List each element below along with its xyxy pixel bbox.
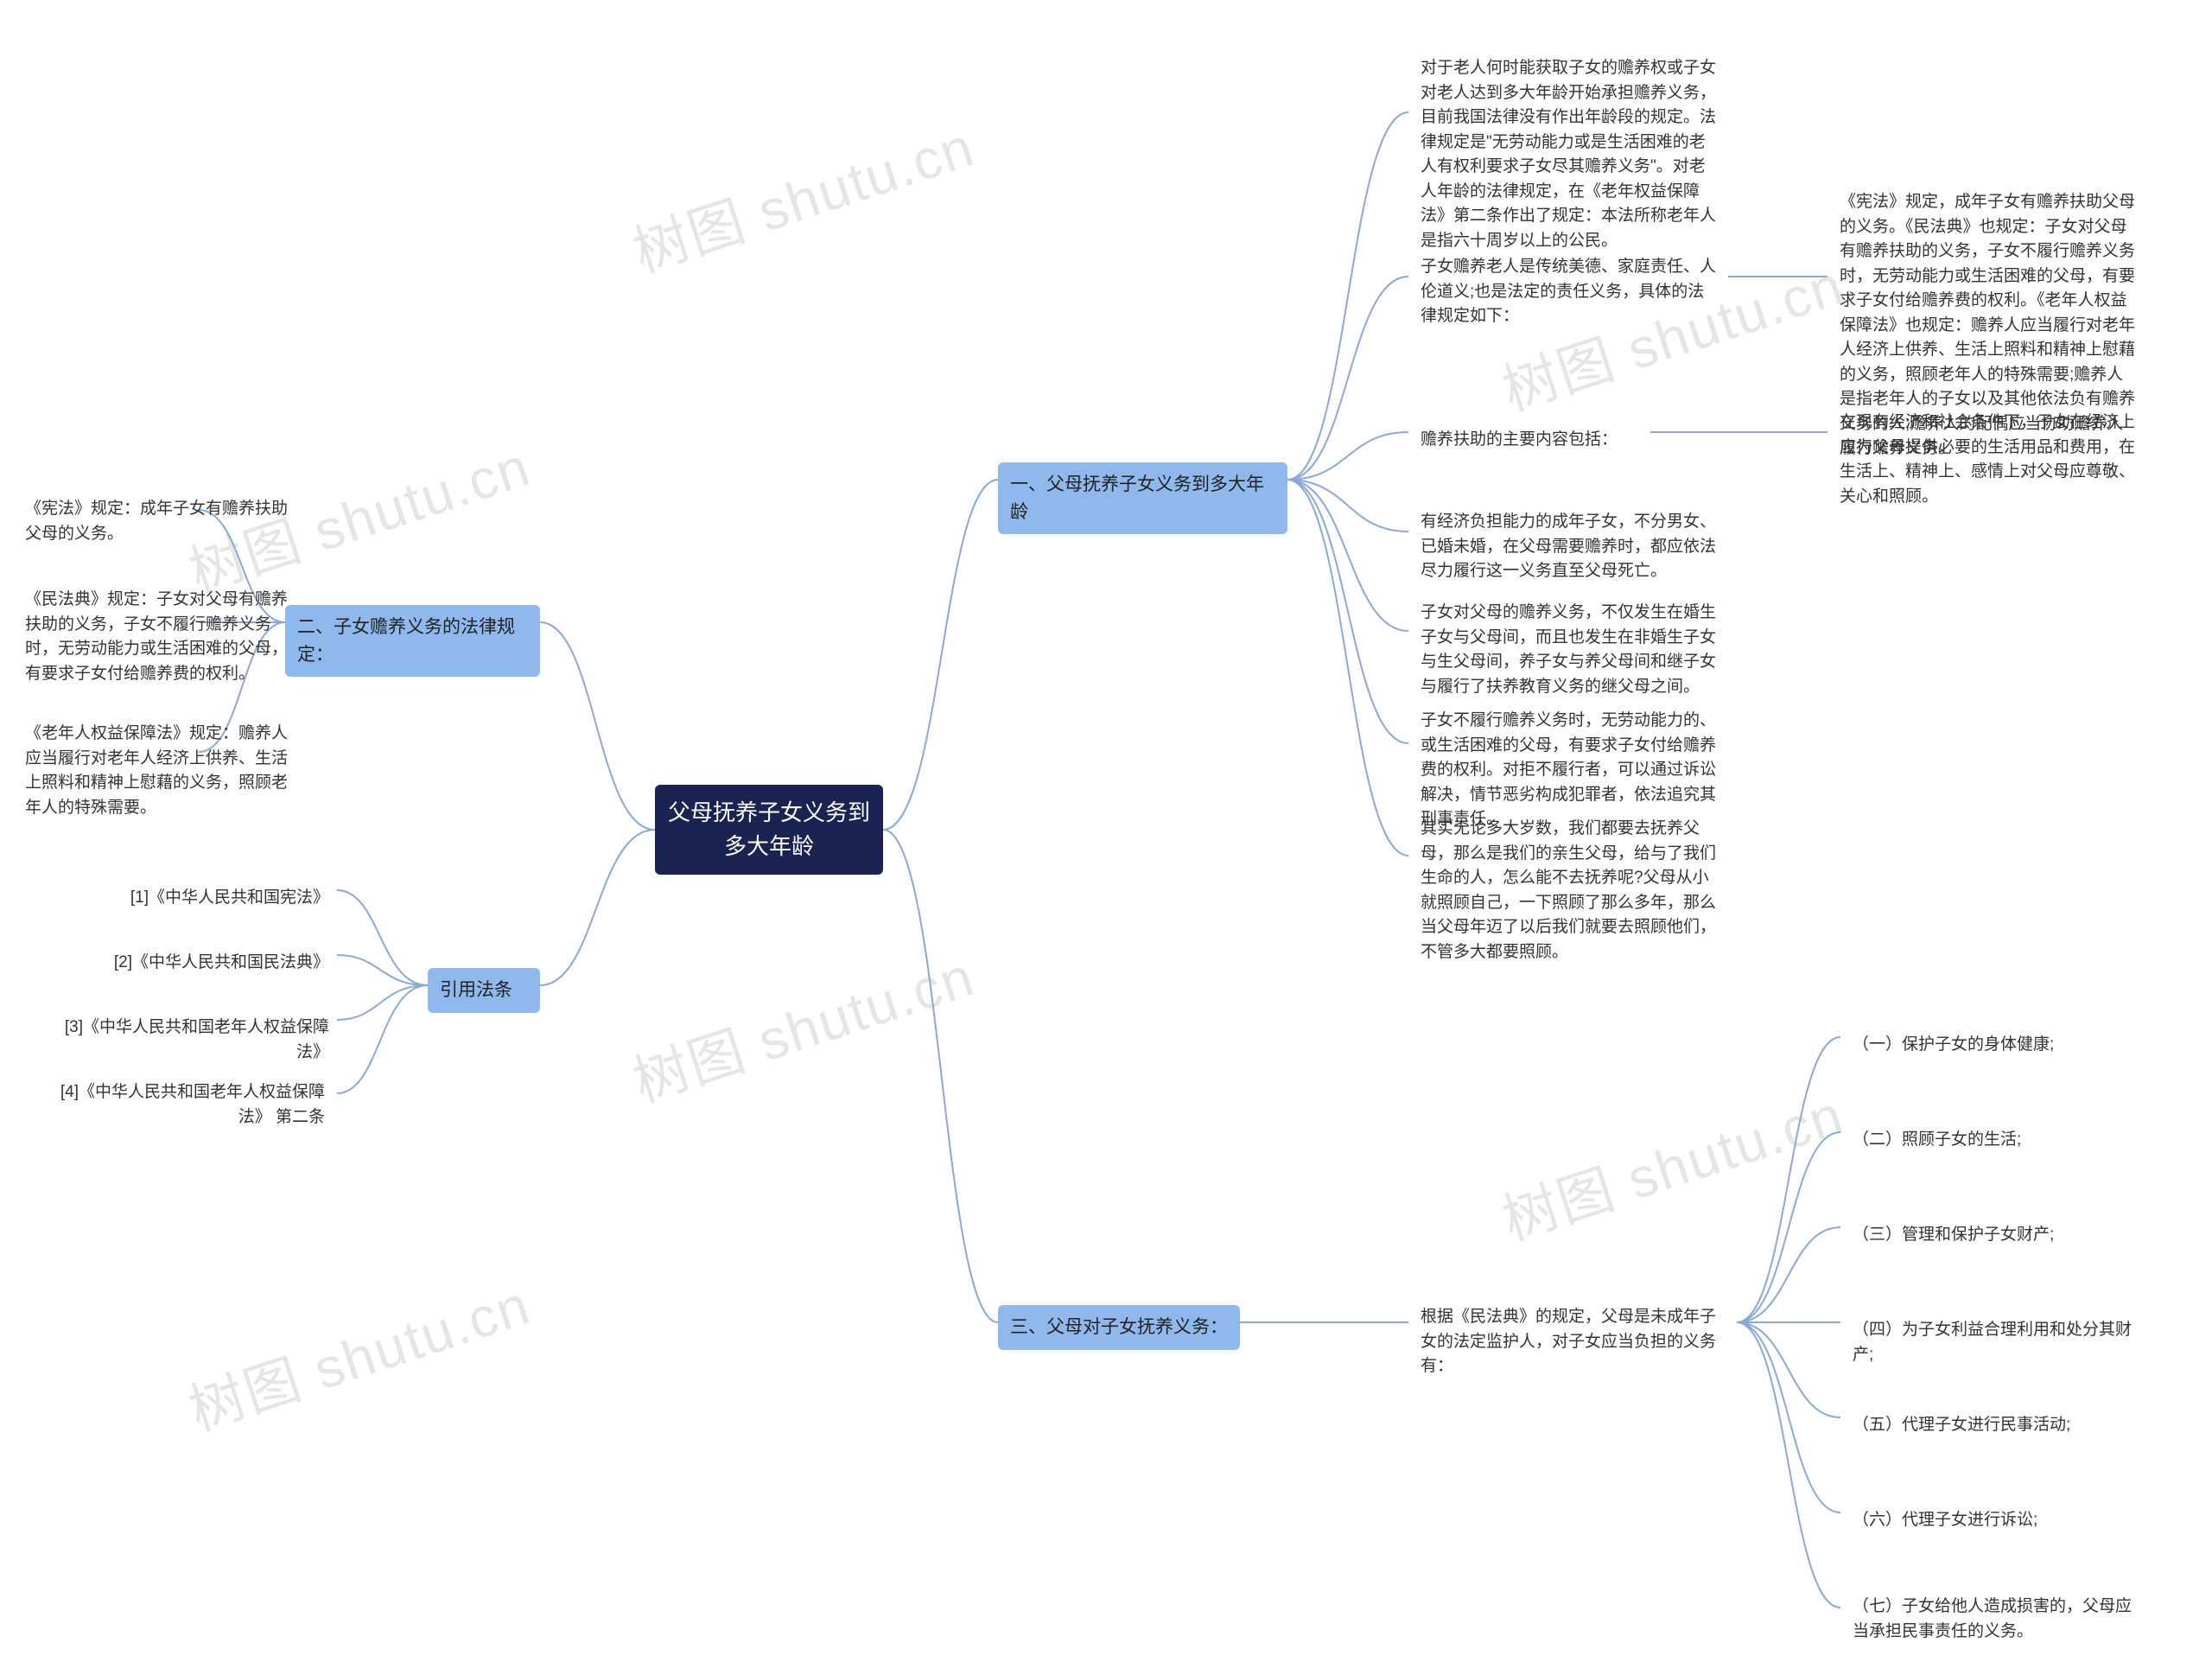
watermark: 树图 shutu.cn	[1491, 1071, 1853, 1256]
b1-leaf-3: 有经济负担能力的成年子女，不分男女、已婚未婚，在父母需要赡养时，都应依法尽力履行…	[1408, 501, 1728, 593]
b1-leaf-4: 子女对父母的赡养义务，不仅发生在婚生子女与父母间，而且也发生在非婚生子女与生父母…	[1408, 592, 1728, 708]
b2-leaf-1: 《民法典》规定：子女对父母有赡养扶助的义务，子女不履行赡养义务时，无劳动能力或生…	[13, 579, 315, 695]
b1-leaf-0: 对于老人何时能获取子女的赡养权或子女对老人达到多大年龄开始承担赡养义务，目前我国…	[1408, 48, 1728, 262]
b4-leaf-3: [4]《中华人民共和国老年人权益保障法》 第二条	[17, 1072, 337, 1138]
branch-4[interactable]: 引用法条	[428, 968, 540, 1013]
b4-leaf-2: [3]《中华人民共和国老年人权益保障法》	[43, 1007, 341, 1073]
branch-2[interactable]: 二、子女赡养义务的法律规定：	[285, 605, 540, 677]
b1-leaf-2: 赡养扶助的主要内容包括：	[1408, 419, 1650, 462]
b3-item-1: （二）照顾子女的生活;	[1840, 1119, 2152, 1162]
b1-leaf-6: 其实无论多大岁数，我们都要去抚养父母，那么是我们的亲生父母，给与了我们生命的人，…	[1408, 808, 1728, 973]
branch-1[interactable]: 一、父母抚养子女义务到多大年龄	[998, 462, 1287, 534]
b4-leaf-0: [1]《中华人民共和国宪法》	[99, 877, 341, 920]
watermark: 树图 shutu.cn	[622, 933, 983, 1118]
b2-leaf-2: 《老年人权益保障法》规定：赡养人应当履行对老年人经济上供养、生活上照料和精神上慰…	[13, 713, 315, 829]
b1-leaf-2-sub: 在现有经济和社会条件下，子女在经济上应为父母提供必要的生活用品和费用，在生活上、…	[1827, 402, 2147, 518]
b3-item-4: （五）代理子女进行民事活动;	[1840, 1404, 2152, 1447]
b1-leaf-1: 子女赡养老人是传统美德、家庭责任、人伦道义;也是法定的责任义务，具体的法律规定如…	[1408, 246, 1728, 338]
b3-item-3: （四）为子女利益合理利用和处分其财产;	[1840, 1309, 2152, 1376]
b3-item-6: （七）子女给他人造成损害的，父母应当承担民事责任的义务。	[1840, 1586, 2152, 1652]
b3-item-2: （三）管理和保护子女财产;	[1840, 1214, 2152, 1257]
root-node[interactable]: 父母抚养子女义务到多大年龄	[655, 785, 883, 875]
b3-item-0: （一）保护子女的身体健康;	[1840, 1024, 2152, 1067]
b2-leaf-0: 《宪法》规定：成年子女有赡养扶助父母的义务。	[13, 488, 315, 555]
b3-item-5: （六）代理子女进行诉讼;	[1840, 1500, 2152, 1542]
b4-leaf-1: [2]《中华人民共和国民法典》	[99, 942, 341, 984]
watermark: 树图 shutu.cn	[622, 103, 983, 288]
b3-intro: 根据《民法典》的规定，父母是未成年子女的法定监护人，对子女应当负担的义务有：	[1408, 1296, 1728, 1388]
watermark: 树图 shutu.cn	[178, 1261, 539, 1446]
branch-3[interactable]: 三、父母对子女抚养义务：	[998, 1305, 1240, 1350]
